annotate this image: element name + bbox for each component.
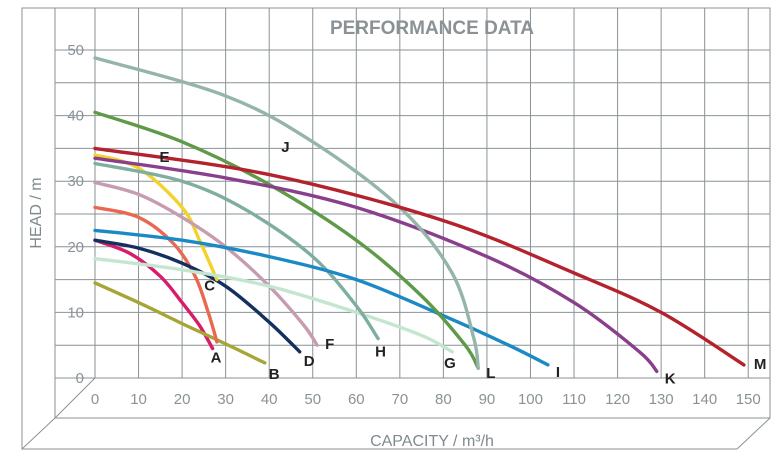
y-tick-label: 50: [67, 42, 84, 59]
series-line-k: [93, 156, 659, 374]
x-tick-label: 100: [518, 391, 543, 408]
y-axis-label: HEAD / m: [28, 177, 45, 248]
x-tick-labels: 0 10 20 30 40 50 60 70 80 90 100 110 120 130 140 150: [91, 391, 761, 408]
grid-perspective: [54, 377, 96, 419]
series-label-d: D: [304, 353, 315, 370]
series-label-k: K: [665, 370, 676, 387]
x-tick-label: 90: [479, 391, 496, 408]
x-tick-label: 20: [174, 391, 191, 408]
series-label-h: H: [375, 344, 386, 361]
x-tick-label: 120: [605, 391, 630, 408]
x-tick-label: 110: [562, 391, 586, 408]
series-label-m: M: [754, 356, 767, 373]
chart-title: PERFORMANCE DATA: [330, 18, 534, 39]
series-line-m: [93, 146, 746, 367]
x-axis-label: CAPACITY / m³/h: [370, 433, 494, 450]
series-line-j: [93, 110, 480, 370]
series-line-c: [93, 205, 219, 344]
series-label-b: B: [269, 366, 280, 383]
x-tick-label: 10: [130, 391, 147, 408]
y-tick-label: 0: [76, 370, 84, 387]
x-tick-label: 50: [304, 391, 321, 408]
series-line-h: [93, 161, 380, 341]
frame-right-edge: [736, 417, 771, 450]
series-label-f: F: [325, 336, 334, 353]
series-labels: A B C D E F G H I J K L M: [160, 139, 767, 387]
chart-frame: [21, 7, 771, 451]
series-line-b: [93, 281, 267, 365]
y-tick-label: 20: [67, 239, 84, 256]
x-tick-label: 40: [261, 391, 278, 408]
series-label-c: C: [204, 277, 215, 294]
x-tick-label: 30: [217, 391, 234, 408]
y-tick-labels: 0 10 20 30 40 50: [67, 42, 84, 387]
x-tick-label: 0: [91, 391, 99, 408]
series-label-g: G: [444, 355, 456, 372]
x-tick-label: 80: [435, 391, 452, 408]
series-line-g: [93, 256, 454, 354]
y-tick-label: 30: [67, 173, 84, 190]
x-tick-label: 60: [348, 391, 365, 408]
series-label-j: J: [281, 139, 289, 156]
series-label-a: A: [211, 350, 222, 367]
series-label-i: I: [556, 364, 560, 381]
series-label-l: L: [486, 365, 495, 382]
y-tick-label: 40: [67, 108, 84, 125]
series-label-e: E: [160, 149, 170, 166]
series-lines: [93, 56, 746, 374]
series-line-i: [93, 228, 550, 367]
series-line-l: [93, 56, 480, 370]
x-tick-label: 140: [692, 391, 717, 408]
x-tick-label: 150: [736, 391, 761, 408]
series-line-a: [93, 238, 215, 351]
grid: [54, 8, 770, 419]
y-tick-label: 10: [67, 304, 84, 321]
x-tick-label: 70: [391, 391, 408, 408]
x-tick-label: 130: [649, 391, 674, 408]
